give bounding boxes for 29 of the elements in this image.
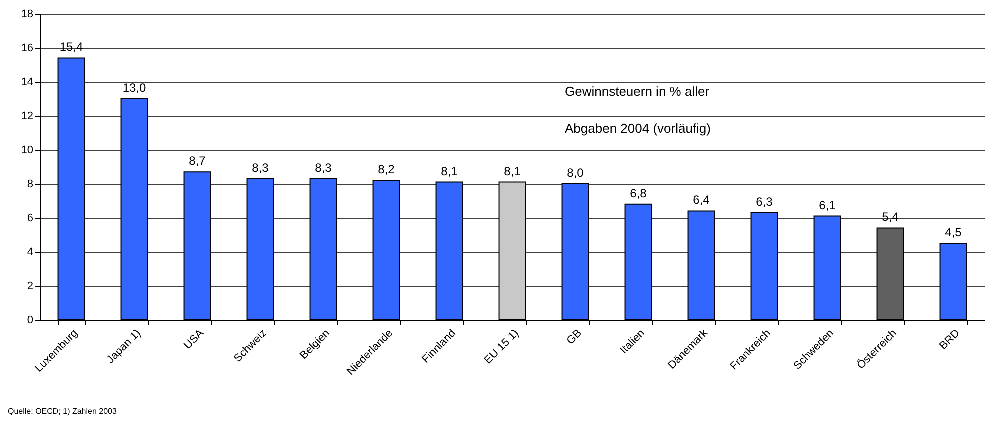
y-tick-label: 18 xyxy=(21,8,34,20)
data-label: 8,2 xyxy=(378,162,396,177)
data-label: 8,1 xyxy=(441,164,458,178)
data-label: 8,1 xyxy=(504,164,522,178)
x-tick-label: EU 15 1) xyxy=(482,328,522,367)
data-label: 8,7 xyxy=(189,154,206,168)
y-tick-label: 0 xyxy=(27,314,34,326)
y-tick-label: 16 xyxy=(21,42,34,54)
x-tick-label: USA xyxy=(182,327,207,352)
y-tick-label: 4 xyxy=(27,246,34,258)
y-tick-label: 12 xyxy=(21,110,34,122)
annotation: Abgaben 2004 (vorläufig) xyxy=(565,121,711,136)
data-label: 6,1 xyxy=(819,198,836,212)
data-label: 8,3 xyxy=(315,160,332,175)
y-tick-label: 6 xyxy=(27,212,34,224)
annotation: Gewinnsteuern in % aller xyxy=(565,84,710,99)
data-label: 6,8 xyxy=(630,186,648,200)
data-label: 13,0 xyxy=(122,81,146,95)
source-note: Quelle: OECD; 1) Zahlen 2003 xyxy=(8,407,118,416)
y-tick-label: 14 xyxy=(21,76,34,88)
data-label: 8,3 xyxy=(252,160,270,175)
data-label: 6,3 xyxy=(756,194,774,209)
data-label: 6,4 xyxy=(693,193,710,208)
y-tick-label: 2 xyxy=(27,280,34,292)
y-tick-label: 8 xyxy=(27,178,34,190)
data-label: 4,5 xyxy=(945,226,962,240)
x-tick-label: GB xyxy=(564,328,584,348)
data-label: 8,0 xyxy=(567,166,584,180)
y-tick-label: 10 xyxy=(21,144,34,156)
